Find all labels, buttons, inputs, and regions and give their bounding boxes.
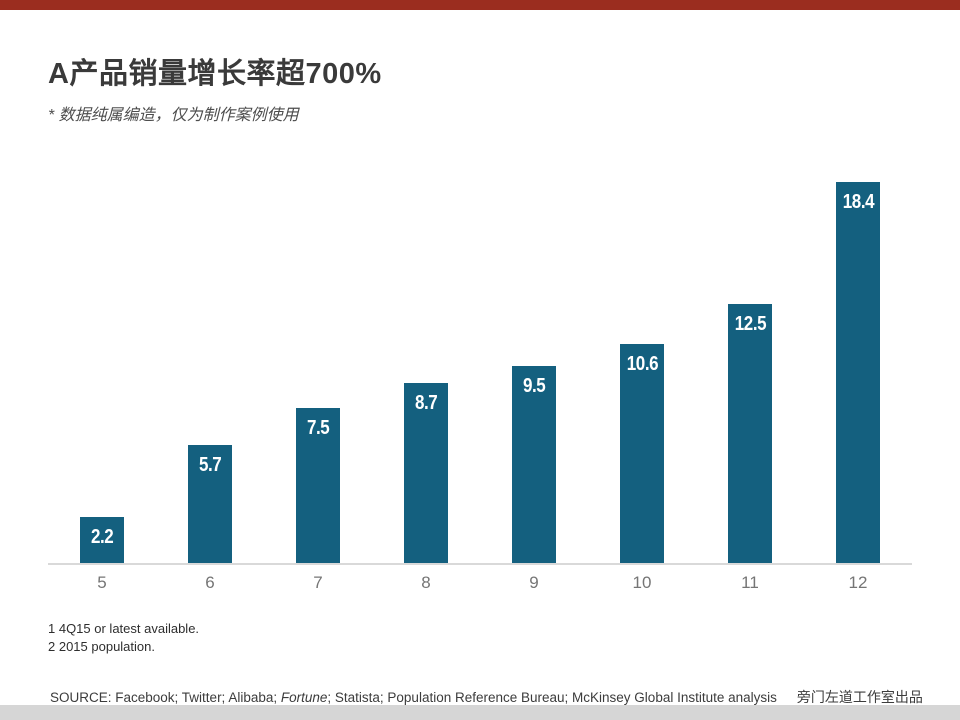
bar-chart: 2.2 5.7 7.5 8.7 9.5 10.6 12.5 18.4 5 6 7 8 9 10 11 12 (48, 170, 912, 592)
x-tick-label: 8 (421, 573, 431, 592)
slide-header: A产品销量增长率超700% * 数据纯属编造，仅为制作案例使用 (48, 50, 382, 125)
source-prefix: SOURCE: Facebook; Twitter; Alibaba; (50, 690, 281, 705)
bar-value-label: 2.2 (90, 526, 114, 548)
bar-series: 2.2 5.7 7.5 8.7 9.5 10.6 12.5 18.4 (48, 170, 912, 565)
bar-value-label: 18.4 (842, 191, 874, 213)
footnote-1: 1 4Q15 or latest available. (48, 621, 200, 636)
x-tick-label: 9 (529, 573, 539, 592)
x-tick-label: 7 (313, 573, 323, 592)
bar-slot: 9.5 (480, 170, 588, 563)
bottom-strip (0, 705, 960, 720)
source-row: SOURCE: Facebook; Twitter; Alibaba; Fort… (50, 687, 923, 707)
bar-value-label: 10.6 (626, 353, 658, 375)
bar: 9.5 (512, 366, 556, 563)
x-axis-labels: 5 6 7 8 9 10 11 12 (48, 573, 912, 593)
source-suffix: ; Statista; Population Reference Bureau;… (327, 690, 777, 705)
source-text: SOURCE: Facebook; Twitter; Alibaba; Fort… (50, 690, 777, 705)
footnotes: 1 4Q15 or latest available. 2 2015 popul… (48, 620, 199, 655)
bar-slot: 7.5 (264, 170, 372, 563)
bar-slot: 8.7 (372, 170, 480, 563)
page-subtitle: * 数据纯属编造，仅为制作案例使用 (48, 107, 299, 124)
bar: 5.7 (188, 445, 232, 563)
bar-slot: 12.5 (696, 170, 804, 563)
bar-value-label: 9.5 (522, 375, 546, 397)
bar-value-label: 7.5 (306, 417, 330, 439)
footnote-2: 2 2015 population. (48, 638, 155, 654)
x-tick-label: 10 (632, 573, 652, 592)
source-italic: Fortune (280, 690, 328, 705)
x-tick-label: 5 (97, 573, 107, 592)
credit-text: 旁门左道工作室出品 (796, 689, 923, 705)
bar: 18.4 (836, 182, 880, 563)
bar-slot: 2.2 (48, 170, 156, 563)
x-tick-label: 11 (741, 573, 759, 592)
bar-slot: 5.7 (156, 170, 264, 563)
x-tick-label: 12 (848, 573, 868, 592)
bar-value-label: 8.7 (414, 392, 438, 414)
bar: 12.5 (728, 304, 772, 563)
bar: 8.7 (404, 383, 448, 563)
page-title: A产品销量增长率超700% (48, 58, 382, 90)
bar: 2.2 (80, 517, 124, 563)
bar: 10.6 (620, 344, 664, 563)
bar-slot: 18.4 (804, 170, 912, 563)
top-accent-bar (0, 0, 960, 10)
bar: 7.5 (296, 408, 340, 563)
bar-value-label: 12.5 (734, 313, 766, 335)
bar-value-label: 5.7 (198, 454, 222, 476)
x-tick-label: 6 (205, 573, 215, 592)
bar-slot: 10.6 (588, 170, 696, 563)
